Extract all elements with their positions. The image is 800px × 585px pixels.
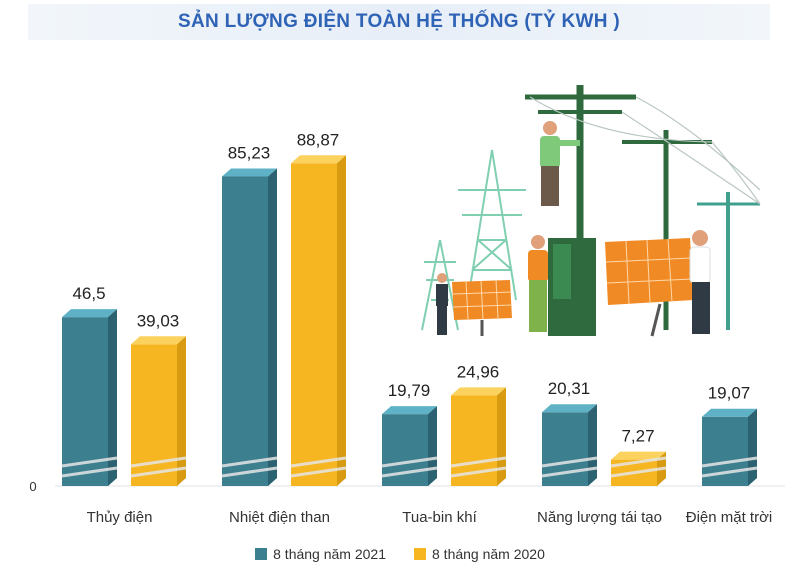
bar-side-2020-2 [497,387,506,486]
title-bar: SẢN LƯỢNG ĐIỆN TOÀN HỆ THỐNG (TỶ KWH ) [28,4,770,40]
y-tick-label-0: 0 [29,479,36,494]
data-label-2020-2: 24,96 [457,362,500,381]
bar-top-2020-3 [611,451,666,460]
bar-stripe-2020-1-1 [290,456,347,468]
bar-stripe-2020-3-0 [610,466,667,478]
power-lines [529,96,761,205]
category-label-0: Thủy điện [87,509,153,526]
bar-front-2021-1 [222,176,268,486]
bar-stripe-2021-3-1 [541,456,598,468]
category-label-2: Tua-bin khí [402,509,477,526]
bar-stripe-2020-3-1 [610,456,667,468]
bar-2021-1: 85,23 [221,143,278,486]
bar-2020-3: 7,27 [610,427,667,486]
solar-panel-right [605,238,694,337]
data-label-2021-1: 85,23 [228,143,271,162]
worker-holding-panel [689,230,711,334]
power-workers-illustration [421,85,761,337]
worker-at-substation [528,235,548,332]
bar-stripe-2021-4-1 [701,456,758,468]
bar-top-2021-1 [222,168,277,177]
bar-stripe-2020-0-0 [130,466,187,478]
bar-stripe-2021-1-1 [221,456,278,468]
legend-item-2020: 8 tháng năm 2020 [414,546,545,562]
bar-top-2020-2 [451,387,506,396]
bar-stripe-2021-2-1 [381,456,438,468]
legend-label-2020: 8 tháng năm 2020 [432,546,545,562]
category-label-1: Nhiệt điện than [229,509,330,526]
legend-label-2021: 8 tháng năm 2021 [273,546,386,562]
data-label-2021-0: 46,5 [72,284,105,303]
solar-panel-left [452,279,513,336]
bar-side-2020-1 [337,155,346,486]
bar-side-2021-4 [748,408,757,486]
bar-2021-3: 20,31 [541,379,598,486]
chart-title: SẢN LƯỢNG ĐIỆN TOÀN HỆ THỐNG (TỶ KWH ) [177,11,620,32]
category-labels: Thủy điện Nhiệt điện than Tua-bin khí Năng … [87,509,773,526]
bar-2020-2: 24,96 [450,362,507,486]
bar-top-2021-4 [702,408,757,417]
legend-item-2021: 8 tháng năm 2021 [255,546,386,562]
bar-2021-0: 46,5 [61,284,118,486]
data-label-2020-3: 7,27 [621,427,654,446]
bar-2021-2: 19,79 [381,381,438,486]
bar-stripe-2020-0-1 [130,456,187,468]
bar-top-2020-1 [291,155,346,164]
bar-top-2021-2 [382,406,437,415]
bar-side-2021-3 [588,404,597,486]
legend-swatch-2021 [255,548,268,560]
data-label-2021-4: 19,07 [708,384,751,403]
bar-front-2020-1 [291,163,337,486]
legend: 8 tháng năm 2021 8 tháng năm 2020 [0,542,800,566]
bar-front-2021-0 [62,317,108,486]
bar-stripe-2020-1-0 [290,466,347,478]
bar-stripe-2021-1-0 [221,466,278,478]
bars-group: 46,5 39,03 85,23 88,87 19,79 24,96 20,31 7,27 19… [61,130,758,486]
legend-swatch-2020 [414,548,426,560]
data-label-2020-1: 88,87 [297,130,340,149]
bar-stripe-2021-0-1 [61,456,118,468]
bar-stripe-2021-0-0 [61,466,118,478]
bar-side-2020-0 [177,336,186,486]
transmission-tower-right [458,149,526,301]
worker-left-small [436,273,448,335]
bar-side-2021-2 [428,406,437,486]
category-label-4: Điện mặt trời [686,509,773,526]
bar-stripe-2020-2-0 [450,466,507,478]
bar-side-2021-1 [268,168,277,486]
bar-top-2021-0 [62,309,117,318]
worker-climbing-pole [540,121,580,206]
bar-top-2020-0 [131,336,186,345]
category-label-3: Năng lượng tái tạo [537,509,662,526]
bar-2020-1: 88,87 [290,130,347,486]
bar-side-2021-0 [108,309,117,486]
bar-top-2021-3 [542,404,597,413]
data-label-2021-3: 20,31 [548,379,591,398]
bar-2021-4: 19,07 [701,384,758,486]
bar-2020-0: 39,03 [130,311,187,486]
bar-stripe-2021-3-0 [541,466,598,478]
data-label-2020-0: 39,03 [137,311,180,330]
bar-stripe-2021-2-0 [381,466,438,478]
chart-area: 0 46,5 39,03 85,23 88,87 19,79 24,96 20,31 7,27… [29,85,785,526]
data-label-2021-2: 19,79 [388,381,431,400]
bar-stripe-2020-2-1 [450,456,507,468]
bar-stripe-2021-4-0 [701,466,758,478]
